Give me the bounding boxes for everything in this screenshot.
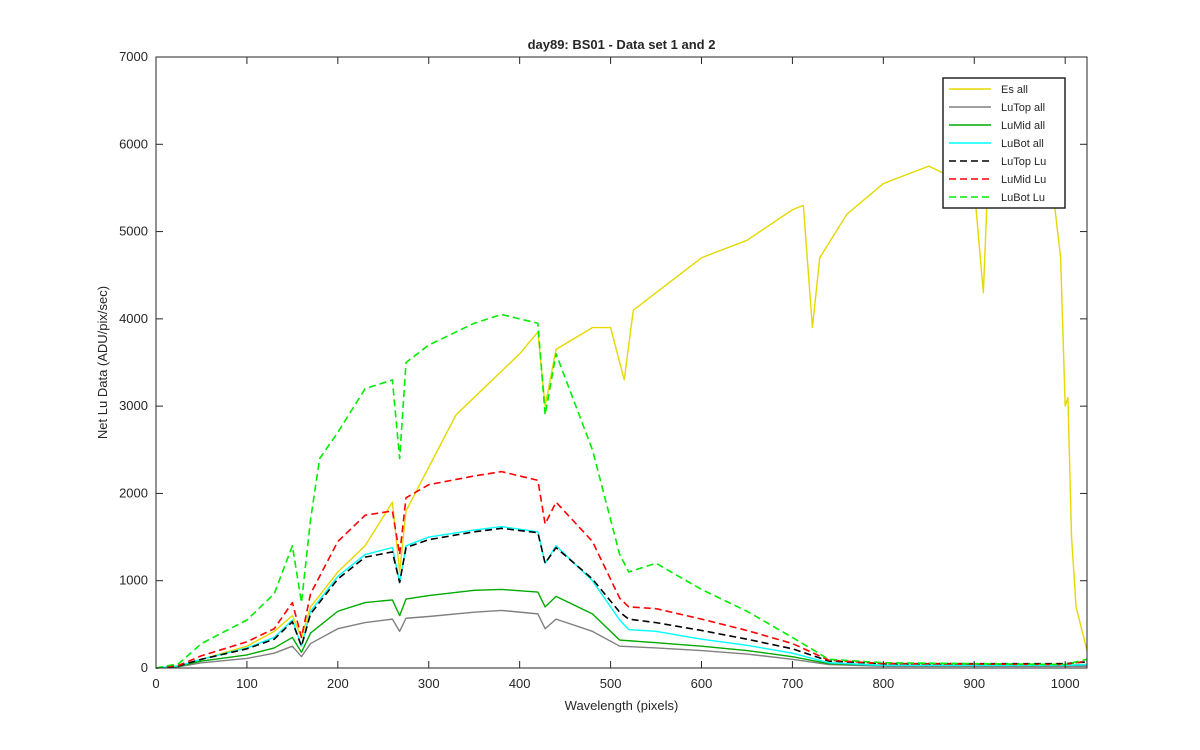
y-axis-label: Net Lu Data (ADU/pix/sec): [95, 286, 110, 439]
legend: Es all LuTop all LuMid all LuBot all LuTop L…: [942, 77, 1066, 209]
y-axis: 0 1000 2000 3000 4000 5000 6000 7000: [119, 49, 1087, 675]
x-tick-label: 300: [418, 676, 440, 691]
legend-label: LuBot all: [1001, 138, 1044, 150]
x-axis-label: Wavelength (pixels): [565, 698, 679, 713]
y-tick-label: 2000: [119, 485, 148, 500]
legend-label: LuTop Lu: [1001, 156, 1046, 168]
y-tick-label: 3000: [119, 398, 148, 413]
series-line-lubot-lu: [155, 313, 1088, 669]
x-tick-label: 900: [963, 676, 985, 691]
x-axis: 0 100 200 300 400 500 600 700 800 900 1000: [152, 57, 1080, 691]
legend-label: LuBot Lu: [1001, 192, 1045, 204]
legend-label: LuMid all: [1001, 120, 1045, 132]
x-tick-label: 800: [872, 676, 894, 691]
x-tick-label: 1000: [1051, 676, 1080, 691]
x-tick-label: 100: [236, 676, 258, 691]
y-tick-label: 4000: [119, 311, 148, 326]
y-tick-label: 6000: [119, 136, 148, 151]
series-line-lutop-lu: [155, 527, 1088, 669]
x-tick-label: 200: [327, 676, 349, 691]
series-line-lumid-lu: [155, 470, 1088, 669]
x-tick-label: 600: [691, 676, 713, 691]
y-tick-label: 7000: [119, 49, 148, 64]
y-tick-label: 5000: [119, 224, 148, 239]
plot-background: [156, 57, 1087, 668]
x-tick-label: 700: [782, 676, 804, 691]
series-line-lutop-all: [155, 609, 1087, 669]
legend-label: LuMid Lu: [1001, 174, 1046, 186]
series-line-lubot-all: [155, 525, 1088, 669]
chart-title: day89: BS01 - Data set 1 and 2: [528, 37, 716, 52]
legend-label: Es all: [1001, 84, 1028, 96]
x-tick-label: 500: [600, 676, 622, 691]
y-tick-label: 0: [141, 660, 148, 675]
legend-label: LuTop all: [1001, 102, 1045, 114]
y-tick-label: 1000: [119, 573, 148, 588]
plot-area: [155, 56, 1088, 669]
x-tick-label: 400: [509, 676, 531, 691]
axes-box: [155, 56, 1088, 669]
series-line-lumid-all: [155, 588, 1088, 669]
x-tick-label: 0: [152, 676, 159, 691]
